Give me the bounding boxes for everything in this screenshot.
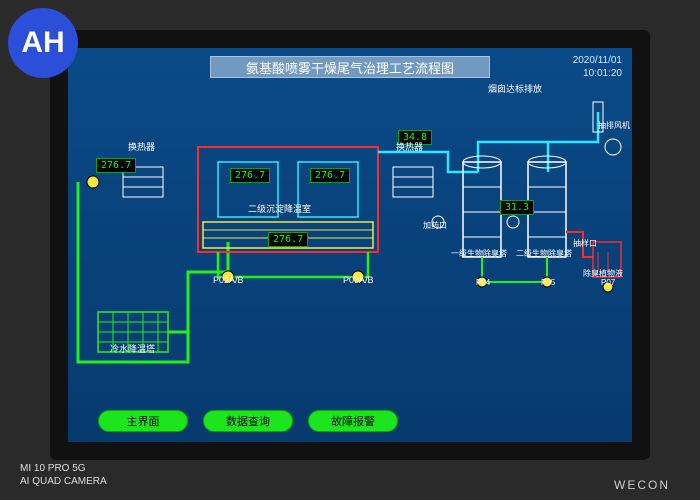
page-title: 氨基酸喷雾干燥尾气治理工艺流程图	[210, 56, 490, 78]
label-dosing: 加药口	[423, 220, 447, 231]
label-hx2: 换热器	[396, 140, 423, 153]
brand-logo: AH	[8, 8, 78, 78]
label-p07: P07	[601, 278, 615, 287]
readout-hx-left: 276.7	[96, 158, 136, 173]
camera-watermark: MI 10 PRO 5G AI QUAD CAMERA	[20, 462, 107, 488]
label-p05: P05	[541, 278, 555, 287]
label-p03: P03A/B	[343, 275, 374, 285]
label-p04: P04	[476, 278, 490, 287]
readout-tower: 31.3	[500, 200, 534, 215]
label-tower1: 一级生物除臭塔	[451, 248, 507, 259]
readout-chamber-2: 276.7	[310, 168, 350, 183]
hmi-bezel: 氨基酸喷雾干燥尾气治理工艺流程图 2020/11/0110:01:20	[50, 30, 650, 460]
process-diagram: 276.7 276.7 276.7 276.7 34.8 31.3 烟囱达标排放…	[68, 80, 632, 404]
label-drain: 抽样口	[573, 238, 597, 249]
label-fan: 抽排风机	[598, 120, 630, 131]
fault-alarm-button[interactable]: 故障报警	[308, 410, 398, 432]
readout-chamber-1: 276.7	[230, 168, 270, 183]
data-query-button[interactable]: 数据查询	[203, 410, 293, 432]
datetime-display: 2020/11/0110:01:20	[573, 54, 622, 80]
label-settling: 二级沉淀降温室	[248, 202, 311, 215]
device-brand: WECON	[614, 478, 670, 492]
label-p02: P02A/B	[213, 275, 244, 285]
label-plantliq: 除臭植物液	[583, 268, 623, 279]
label-emission: 烟囱达标排放	[488, 82, 542, 95]
readout-settling: 276.7	[268, 232, 308, 247]
main-screen-button[interactable]: 主界面	[98, 410, 188, 432]
hmi-screen[interactable]: 氨基酸喷雾干燥尾气治理工艺流程图 2020/11/0110:01:20	[68, 48, 632, 442]
label-hx1: 换热器	[128, 140, 155, 153]
label-cooling: 冷水降温塔	[110, 342, 155, 355]
label-tower2: 二级生物除臭塔	[516, 248, 572, 259]
